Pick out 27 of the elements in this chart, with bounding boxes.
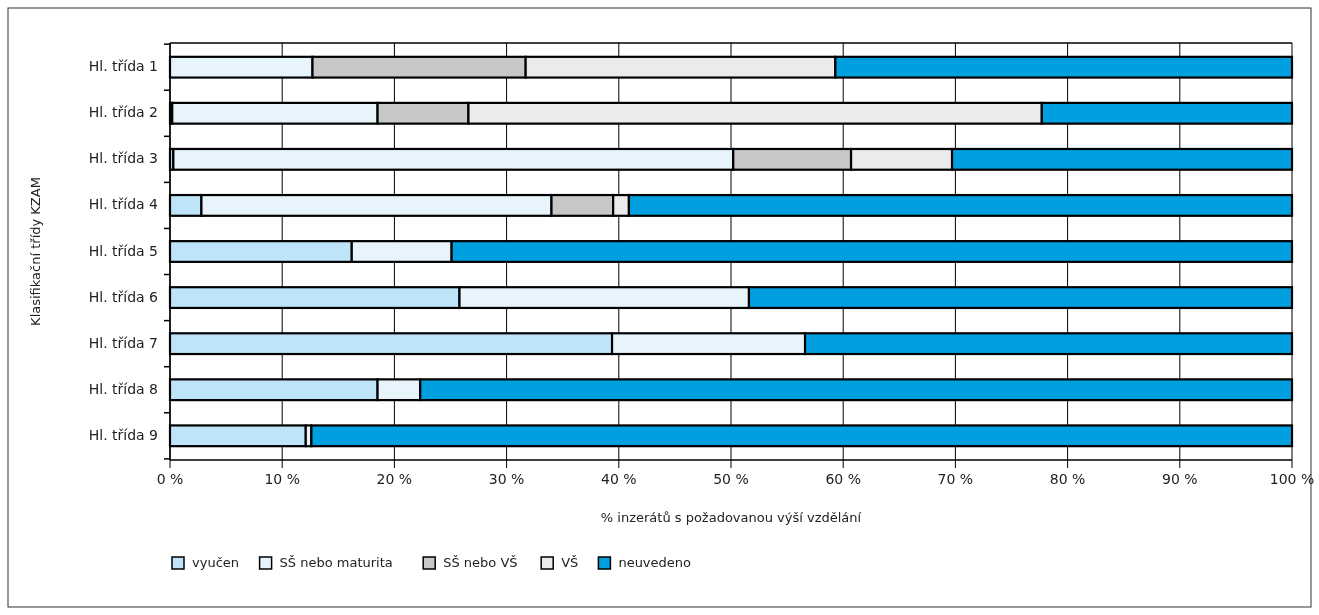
x-tick-label: 10 % bbox=[264, 471, 300, 487]
y-tick-label: Hl. třída 2 bbox=[88, 104, 158, 121]
x-tick-label: 0 % bbox=[156, 471, 184, 487]
x-tick-label: 60 % bbox=[825, 471, 861, 487]
legend-label: vyučen bbox=[192, 554, 240, 570]
x-axis-title: % inzerátů s požadovanou výší vzdělání bbox=[600, 510, 862, 525]
y-tick-label: Hl. třída 9 bbox=[88, 426, 158, 443]
legend-label: SŠ nebo maturita bbox=[279, 554, 393, 570]
y-tick-label: Hl. třída 6 bbox=[88, 288, 159, 305]
x-tick-label: 30 % bbox=[488, 471, 525, 487]
y-tick-label: Hl. třída 1 bbox=[88, 58, 158, 75]
y-tick-label: Hl. třída 7 bbox=[88, 334, 158, 351]
x-tick-label: 90 % bbox=[1162, 471, 1198, 487]
y-tick-label: Hl. třída 5 bbox=[88, 242, 158, 259]
legend-label: neuvedeno bbox=[618, 554, 692, 570]
x-tick-label: 20 % bbox=[376, 471, 413, 487]
legend-label: VŠ bbox=[561, 554, 579, 570]
y-tick-label: Hl. třída 8 bbox=[88, 380, 158, 397]
y-tick-label: Hl. třída 4 bbox=[88, 196, 159, 213]
legend-label: SŠ nebo VŠ bbox=[443, 554, 518, 570]
x-tick-label: 70 % bbox=[937, 471, 974, 487]
x-tick-label: 100 % bbox=[1269, 471, 1315, 487]
x-tick-label: 80 % bbox=[1049, 471, 1086, 487]
x-tick-label: 50 % bbox=[713, 471, 749, 487]
y-tick-label: Hl. třída 3 bbox=[88, 150, 158, 167]
y-axis-title: Klasifikační třídy KZAM bbox=[28, 177, 43, 326]
x-tick-label: 40 % bbox=[601, 471, 637, 487]
